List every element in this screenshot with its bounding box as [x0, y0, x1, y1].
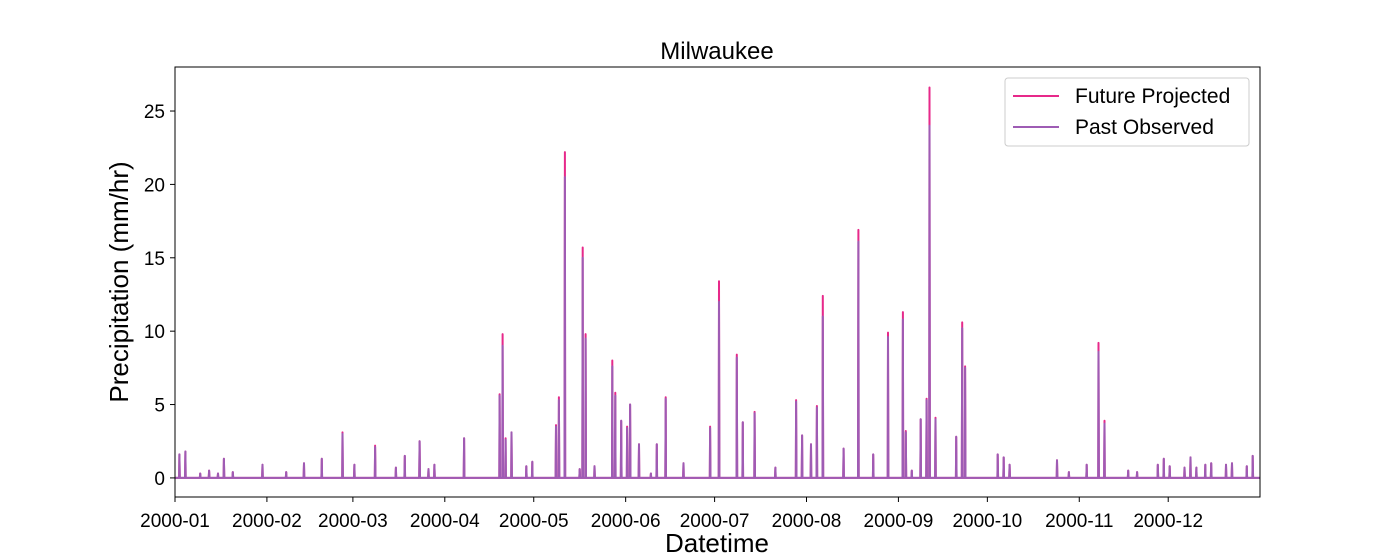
legend-label-past-observed: Past Observed: [1075, 116, 1214, 139]
x-tick-label: 2000-09: [864, 511, 934, 532]
y-tick-label: 20: [144, 175, 165, 196]
x-tick-label: 2000-04: [410, 511, 480, 532]
y-tick-label: 5: [154, 396, 165, 417]
x-tick-label: 2000-08: [772, 511, 842, 532]
x-tick-label: 2000-02: [232, 511, 302, 532]
x-tick-label: 2000-06: [591, 511, 661, 532]
x-tick-label: 2000-10: [952, 511, 1022, 532]
x-tick-label: 2000-05: [499, 511, 569, 532]
legend-box: [1004, 77, 1250, 147]
x-tick-label: 2000-01: [140, 511, 210, 532]
y-tick-label: 15: [144, 249, 165, 270]
y-tick-label: 0: [154, 469, 165, 490]
x-tick-label: 2000-11: [1045, 511, 1113, 532]
series-layer: [175, 86, 1260, 479]
series-line-past-observed: [175, 124, 1260, 479]
x-axis-title: Datetime: [665, 528, 769, 558]
plot-frame: [174, 66, 1261, 498]
y-axis: 0 5 10 15 20 25: [144, 102, 175, 490]
x-axis: 2000-01 2000-02 2000-03 2000-04 2000-05 2000-…: [140, 497, 1203, 532]
x-tick-label: 2000-07: [680, 511, 750, 532]
y-tick-label: 10: [144, 322, 165, 343]
x-tick-label: 2000-03: [318, 511, 388, 532]
chart-title: Milwaukee: [660, 38, 773, 65]
x-tick-label: 2000-12: [1133, 511, 1203, 532]
y-axis-title: Precipitation (mm/hr): [104, 161, 134, 402]
legend: Future Projected Past Observed: [1004, 77, 1250, 147]
legend-label-future-projected: Future Projected: [1075, 85, 1230, 108]
y-tick-label: 25: [144, 102, 165, 123]
